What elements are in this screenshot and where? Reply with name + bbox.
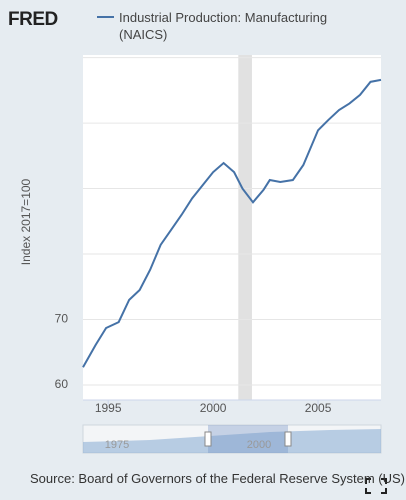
x-tick-label: 2000 [200,401,227,415]
y-tick-label: 60 [55,377,69,391]
navigator-area [83,429,381,453]
icon-path [365,478,387,494]
navigator-label: 2000 [247,439,271,451]
navigator-handle[interactable] [284,431,292,447]
x-tick-label: 1995 [95,401,122,415]
legend: Industrial Production: Manufacturing (NA… [97,9,357,43]
y-axis-label: Index 2017=100 [19,178,33,265]
fullscreen-icon[interactable] [365,478,387,494]
recession-band [238,55,252,400]
y-tick-label: 70 [55,312,69,326]
x-tick-label: 2005 [305,401,332,415]
legend-swatch [97,16,114,18]
navigator[interactable]: 1975 2000 [82,424,382,454]
navigator-label: 1975 [105,439,129,451]
data-line [82,78,382,368]
navigator-selection[interactable] [208,425,288,453]
source: Source: Board of Governors of the Federa… [30,471,405,486]
legend-label: Industrial Production: Manufacturing (NA… [119,10,328,42]
logo[interactable]: FRED [8,9,58,30]
plot-area [83,55,381,400]
navigator-handle[interactable] [204,431,212,447]
